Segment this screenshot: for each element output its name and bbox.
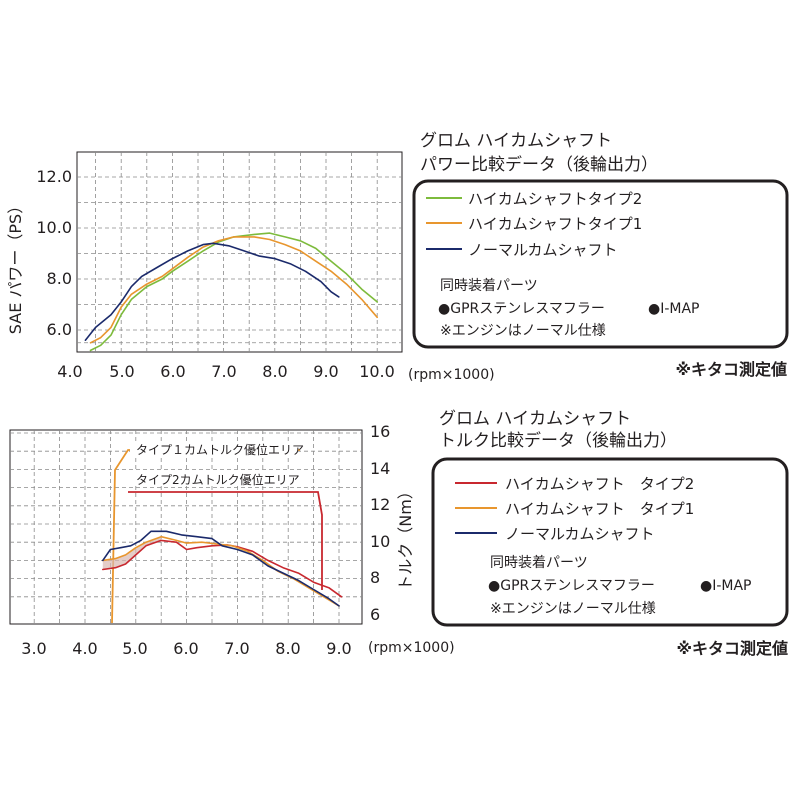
series-line-1 [89, 232, 378, 352]
x-tick-label: 8.0 [275, 639, 300, 658]
type1-area-label: タイプ１カムトルク優位エリア [136, 442, 304, 457]
power-title-line-2: パワー比較データ（後輪出力） [420, 154, 658, 175]
parts-heading: 同時装着パーツ [490, 555, 588, 571]
callout-bg [132, 472, 300, 486]
power-plot-frame [76, 151, 403, 353]
power-x-ticks: 4.0 5.0 6.0 7.0 8.0 9.0 10.0 [57, 362, 395, 381]
legend-label: ハイカムシャフト タイプ2 [505, 475, 694, 493]
parts-item: ●GPRステンレスマフラー [488, 578, 655, 594]
parts-item: ●GPRステンレスマフラー [438, 301, 605, 317]
y-tick-label: 6 [370, 605, 380, 624]
torque-title-line-2: トルク比較データ（後輪出力） [439, 430, 677, 451]
measurement-source: ※キタコ測定値 [676, 639, 788, 658]
y-tick-label: 6.0 [47, 320, 72, 339]
engine-note: ※エンジンはノーマル仕様 [490, 601, 656, 617]
y-tick-label: 8 [370, 568, 380, 587]
engine-note: ※エンジンはノーマル仕様 [440, 323, 606, 339]
y-tick-label: 14 [370, 459, 390, 478]
y-tick-label: 10.0 [36, 218, 72, 237]
torque-y-ticks: 6 8 10 12 14 16 [370, 422, 390, 624]
torque-x-ticks: 3.0 4.0 5.0 6.0 7.0 8.0 9.0 [21, 639, 351, 658]
torque-y-axis-title: トルク（Nm） [396, 483, 415, 591]
x-tick-label: 7.0 [211, 362, 236, 381]
x-tick-label: 8.0 [262, 362, 287, 381]
x-tick-label: 4.0 [72, 639, 97, 658]
x-tick-label: 10.0 [359, 362, 395, 381]
torque-title-line-1: グロム ハイカムシャフト [439, 409, 631, 429]
x-tick-label: 6.0 [173, 639, 198, 658]
legend-label: ハイカムシャフト タイプ1 [505, 500, 694, 518]
x-tick-label: 6.0 [160, 362, 185, 381]
y-tick-label: 8.0 [47, 269, 72, 288]
x-tick-label: 7.0 [224, 639, 249, 658]
legend-label: ノーマルカムシャフト [468, 241, 618, 259]
x-tick-label: 5.0 [109, 362, 134, 381]
power-title-line-1: グロム ハイカムシャフト [420, 131, 612, 151]
legend-label: ハイカムシャフトタイプ1 [468, 215, 642, 233]
parts-item: ●I-MAP [648, 301, 700, 317]
torque-x-axis-unit: (rpm×1000) [368, 640, 455, 656]
power-series-group [84, 232, 378, 352]
x-tick-label: 4.0 [57, 362, 82, 381]
power-y-ticks: 6.0 8.0 10.0 12.0 [36, 167, 72, 339]
series-line-3 [102, 530, 340, 607]
torque-series-group [102, 530, 343, 607]
parts-heading: 同時装着パーツ [440, 278, 538, 294]
torque-legend-box [431, 457, 789, 627]
power-x-axis-unit: (rpm×1000) [408, 367, 495, 383]
torque-grid [10, 430, 362, 624]
torque-callouts: タイプ１カムトルク優位エリア タイプ2カムトルク優位エリア [111, 442, 323, 624]
series-line-2 [89, 236, 378, 344]
y-tick-label: 16 [370, 422, 390, 441]
type2-area-bracket [128, 491, 323, 590]
parts-item: ●I-MAP [700, 578, 752, 594]
x-tick-label: 9.0 [313, 362, 338, 381]
measurement-source: ※キタコ測定値 [675, 360, 787, 379]
power-legend-box [412, 179, 789, 349]
power-chart: 4.0 5.0 6.0 7.0 8.0 9.0 10.0 (rpm×1000) … [6, 131, 789, 383]
y-tick-label: 12.0 [36, 167, 72, 186]
power-y-axis-title: SAE パワー（PS） [6, 198, 25, 334]
series-line-3 [84, 242, 340, 341]
callout-bg [130, 442, 298, 456]
series-line-2 [102, 535, 340, 607]
torque-chart: タイプ１カムトルク優位エリア タイプ2カムトルク優位エリア 3.0 4.0 5.… [9, 409, 789, 658]
type2-area-label: タイプ2カムトルク優位エリア [136, 472, 300, 487]
x-tick-label: 3.0 [21, 639, 46, 658]
torque-plot-frame [9, 429, 363, 625]
y-tick-label: 10 [370, 532, 390, 551]
x-tick-label: 9.0 [326, 639, 351, 658]
legend-label: ハイカムシャフトタイプ2 [468, 190, 642, 208]
y-tick-label: 12 [370, 495, 390, 514]
series-line-1 [102, 539, 343, 598]
x-tick-label: 5.0 [122, 639, 147, 658]
legend-label: ノーマルカムシャフト [505, 525, 655, 543]
